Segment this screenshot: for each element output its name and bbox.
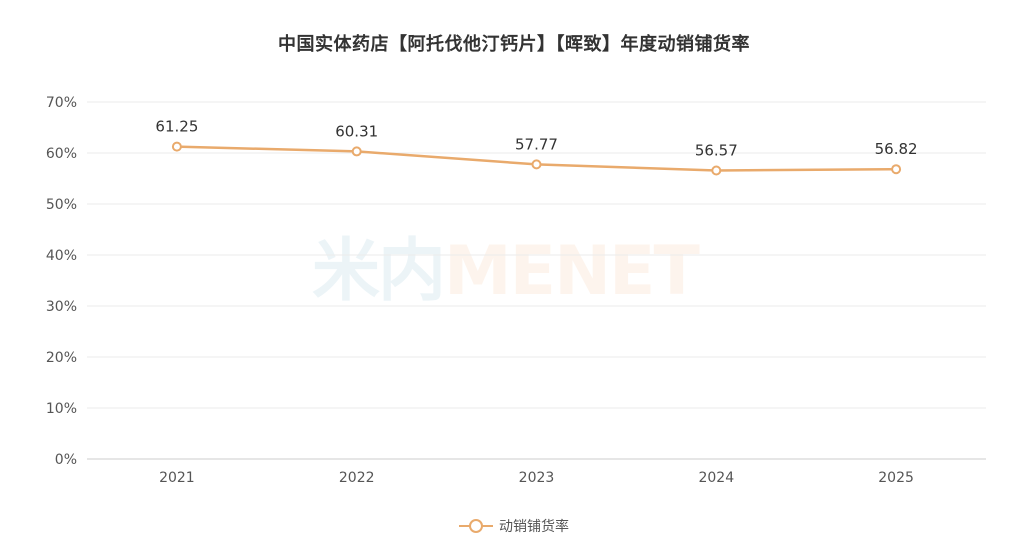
data-point[interactable] [891,164,902,175]
x-tick-label: 2023 [519,470,555,486]
watermark-right: MENET [444,232,700,311]
x-tick-label: 2024 [698,470,734,486]
legend: 动销铺货率 [0,516,1028,536]
data-label: 56.57 [695,141,738,159]
data-label: 56.82 [875,140,918,158]
y-tick-label: 20% [46,350,77,366]
x-tick-label: 2021 [159,470,195,486]
y-tick-label: 50% [46,197,77,213]
y-tick-label: 70% [46,95,77,111]
watermark-logo: 米内MENET [312,238,700,306]
data-label: 61.25 [155,118,198,136]
data-point[interactable] [531,159,542,170]
x-tick-label: 2025 [878,470,914,486]
x-tick-label: 2022 [339,470,375,486]
y-tick-label: 0% [55,452,77,468]
chart-title: 中国实体药店【阿托伐他汀钙片】【晖致】年度动销铺货率 [278,34,750,55]
data-point[interactable] [171,141,182,152]
y-tick-label: 40% [46,248,77,264]
y-tick-label: 60% [46,146,77,162]
data-label: 57.77 [515,135,558,153]
legend-line-marker-icon [459,517,493,535]
legend-item-series[interactable]: 动销铺货率 [459,516,569,536]
watermark-left: 米内 [312,232,446,311]
y-tick-label: 10% [46,401,77,417]
y-tick-label: 30% [46,299,77,315]
legend-label: 动销铺货率 [499,519,569,535]
data-point[interactable] [711,165,722,176]
data-label: 60.31 [335,122,378,140]
data-point[interactable] [351,146,362,157]
